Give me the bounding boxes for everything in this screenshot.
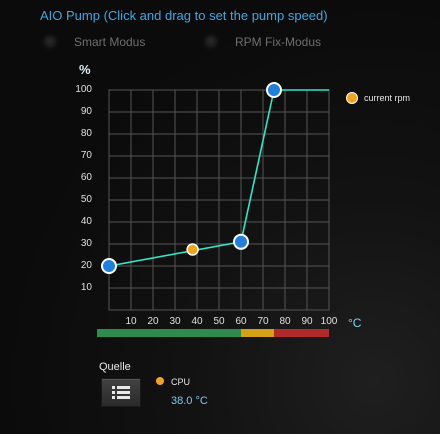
legend-label: current rpm (364, 93, 411, 103)
x-tick-label: 40 (191, 316, 203, 327)
source-label: Quelle (99, 361, 131, 373)
y-tick-label: 60 (80, 172, 92, 183)
radio-circle-icon[interactable] (203, 34, 219, 50)
panel-title: AIO Pump (Click and drag to set the pump… (40, 8, 328, 23)
y-tick-label: 40 (80, 216, 92, 227)
sensor-name: CPU (171, 377, 191, 387)
x-axis-unit: °C (348, 316, 362, 330)
fan-curve-line (108, 89, 329, 267)
y-tick-label: 50 (80, 194, 92, 205)
curve-control-point[interactable] (266, 82, 282, 98)
chart-legend: current rpm (346, 92, 410, 104)
y-tick-label: 100 (75, 84, 92, 95)
temperature-zone-red (274, 329, 329, 337)
radio-circle-icon[interactable] (42, 34, 58, 50)
y-tick-label: 80 (80, 128, 92, 139)
rpm-fix-mode-radio[interactable]: RPM Fix-Modus (203, 34, 321, 50)
y-tick-label: 10 (80, 282, 92, 293)
temperature-zone-yellow (241, 329, 274, 337)
source-select-button[interactable] (101, 378, 141, 407)
y-axis-unit: % (79, 62, 91, 77)
x-tick-label: 70 (257, 316, 269, 327)
smart-mode-label: Smart Modus (74, 35, 146, 49)
x-tick-label: 80 (279, 316, 291, 327)
list-icon (112, 386, 130, 399)
temperature-zone-green (97, 329, 241, 337)
y-tick-label: 90 (80, 106, 92, 117)
sensor-temperature: 38.0 °C (171, 395, 208, 407)
current-rpm-legend-marker (346, 92, 358, 104)
y-tick-label: 70 (80, 150, 92, 161)
x-tick-label: 100 (320, 316, 338, 327)
x-tick-label: 30 (169, 316, 181, 327)
sensor-indicator-dot (156, 377, 164, 385)
curve-control-point[interactable] (101, 258, 117, 274)
current-rpm-marker (186, 243, 199, 256)
smart-mode-radio[interactable]: Smart Modus (42, 34, 145, 50)
x-tick-label: 20 (147, 316, 159, 327)
rpm-fix-mode-label: RPM Fix-Modus (235, 35, 322, 49)
x-tick-label: 90 (301, 316, 313, 327)
y-tick-label: 20 (80, 260, 92, 271)
x-tick-label: 10 (125, 316, 137, 327)
curve-control-point[interactable] (233, 233, 249, 250)
y-tick-label: 30 (80, 238, 92, 249)
x-tick-label: 60 (235, 316, 247, 327)
x-tick-label: 50 (213, 316, 225, 327)
